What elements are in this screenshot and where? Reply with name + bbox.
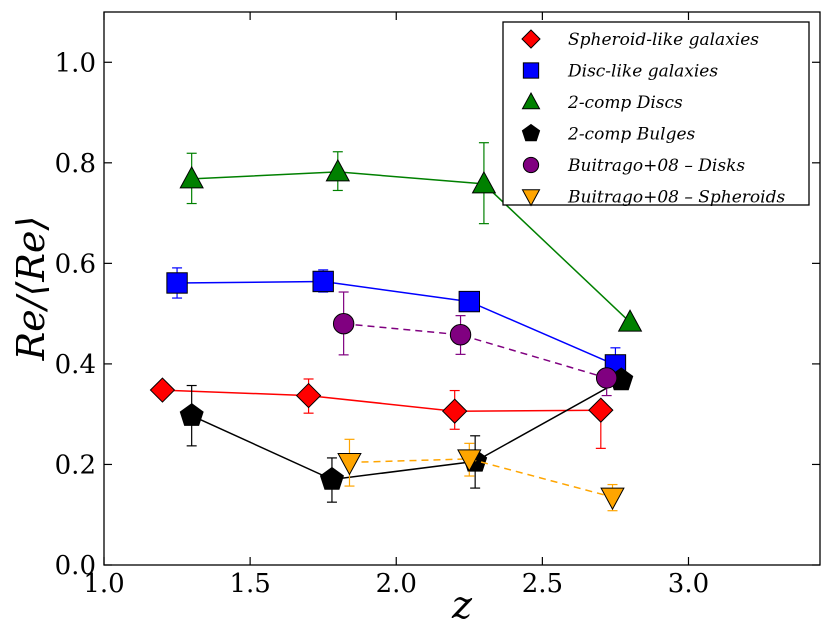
data-point (325, 158, 351, 182)
series-line (191, 171, 631, 323)
y-tick-label: 1.0 (55, 48, 96, 78)
y-tick-label: 0.0 (55, 551, 96, 581)
data-point (617, 309, 643, 332)
y-axis-label: Re/⟨Re⟩ (9, 216, 53, 362)
legend: Spheroid-like galaxies Disc-like galaxies… (502, 21, 810, 208)
series-line (162, 389, 601, 412)
data-point (332, 312, 355, 335)
series-4 (332, 291, 618, 397)
data-point (458, 290, 481, 313)
series-0 (149, 377, 614, 449)
series-3 (179, 367, 634, 503)
data-point (441, 398, 468, 424)
data-point (588, 397, 614, 423)
y-tick-label: 0.8 (55, 149, 96, 179)
legend-label: 2-comp Discs (567, 93, 683, 113)
data-point (457, 449, 482, 472)
legend-box (502, 21, 810, 206)
data-point (179, 165, 204, 189)
data-point (600, 487, 625, 511)
y-tick-label: 0.6 (55, 249, 96, 279)
data-point (319, 466, 344, 490)
legend-marker (521, 29, 541, 49)
series-2 (179, 142, 643, 332)
data-point (595, 367, 618, 389)
series-line (191, 379, 622, 481)
legend-label: Buitrago+08 – Spheroids (567, 188, 785, 208)
series-layer (149, 142, 643, 512)
series-line (349, 458, 613, 498)
legend-marker (521, 123, 541, 142)
x-tick-label: 3.0 (668, 569, 709, 599)
legend-marker (522, 156, 540, 174)
x-tick-label: 2.0 (376, 569, 417, 599)
legend-marker (521, 189, 541, 207)
series-1 (166, 267, 627, 376)
x-axis-label: z (451, 583, 473, 627)
legend-label: Spheroid-like galaxies (568, 30, 759, 50)
data-point (295, 382, 322, 409)
y-tick-label: 0.2 (55, 450, 96, 480)
data-point (312, 270, 334, 293)
data-point (471, 170, 497, 194)
series-5 (337, 438, 625, 512)
legend-label: Buitrago+08 – Disks (567, 156, 745, 176)
data-point (166, 272, 188, 294)
axis-ticks: 1.0 1.5 2.0 2.5 3.0 0.0 0.2 0.4 0.6 0.8 1.0 (55, 12, 820, 599)
series-line (343, 322, 607, 379)
data-point (449, 324, 472, 346)
plot-frame (103, 11, 821, 566)
series-line (177, 280, 616, 366)
data-point (149, 377, 176, 403)
legend-label: 2-comp Bulges (567, 125, 696, 145)
legend-marker (521, 91, 541, 110)
legend-label: Disc-like galaxies (567, 62, 718, 82)
x-tick-label: 1.0 (83, 569, 124, 599)
legend-marker (522, 62, 540, 79)
y-tick-label: 0.4 (55, 350, 96, 380)
x-tick-label: 2.5 (522, 569, 563, 599)
x-tick-label: 1.5 (229, 569, 270, 599)
data-point (337, 452, 362, 476)
data-point (179, 403, 204, 426)
